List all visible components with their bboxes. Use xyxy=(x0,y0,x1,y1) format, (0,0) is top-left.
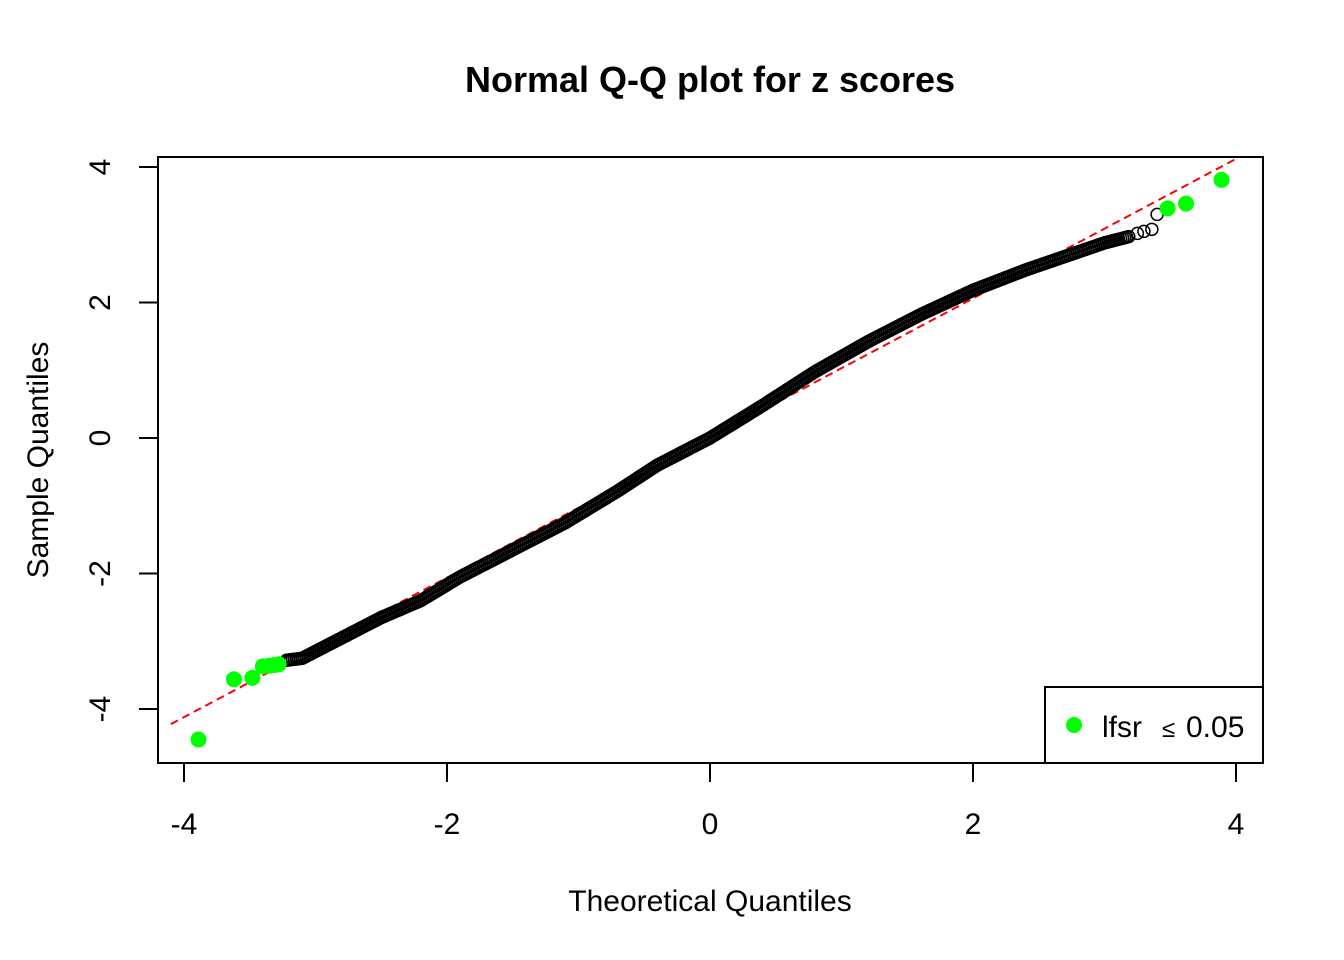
reference-line-layer xyxy=(170,157,1242,725)
reference-line xyxy=(170,157,1242,725)
lfsr-point xyxy=(1159,200,1176,217)
x-tick-label: -4 xyxy=(171,808,198,841)
y-tick-label: 4 xyxy=(84,159,117,176)
y-tick-label: 0 xyxy=(84,430,117,447)
y-tick-label: -4 xyxy=(84,696,117,723)
legend-value: 0.05 xyxy=(1186,711,1244,744)
lfsr-point xyxy=(1213,171,1230,188)
qq-point xyxy=(1130,226,1145,241)
qq-point xyxy=(1122,229,1136,244)
qq-points-layer xyxy=(279,207,1164,667)
x-axis: -4 -2 0 2 4 xyxy=(171,762,1245,841)
qq-point xyxy=(1137,224,1151,239)
lfsr-point xyxy=(1178,195,1195,212)
legend-symbol: ≤ xyxy=(1162,716,1175,743)
lfsr-points-layer xyxy=(190,171,1230,748)
lfsr-point xyxy=(225,671,242,688)
legend-label: lfsr xyxy=(1102,711,1142,744)
x-tick-label: -2 xyxy=(434,808,461,841)
y-tick-label: 2 xyxy=(84,294,117,311)
y-tick-label: -2 xyxy=(84,560,117,587)
x-tick-label: 0 xyxy=(702,808,719,841)
y-axis: -4 -2 0 2 4 xyxy=(84,159,159,723)
x-tick-label: 2 xyxy=(965,808,982,841)
y-axis-label: Sample Quantiles xyxy=(22,342,55,579)
x-tick-label: 4 xyxy=(1228,808,1245,841)
chart-title: Normal Q-Q plot for z scores xyxy=(465,59,955,100)
lfsr-point xyxy=(270,656,287,673)
legend: lfsr ≤ 0.05 xyxy=(1044,686,1264,764)
lfsr-point xyxy=(244,669,261,686)
x-axis-label: Theoretical Quantiles xyxy=(568,885,851,918)
lfsr-point xyxy=(190,731,207,748)
legend-marker-icon xyxy=(1066,717,1082,733)
qq-point xyxy=(1145,222,1159,237)
